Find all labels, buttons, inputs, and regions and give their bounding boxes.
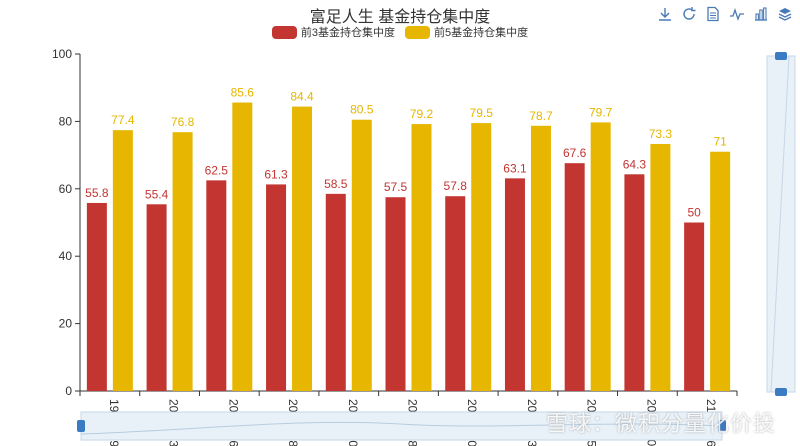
legend-swatch-series-2 — [405, 25, 430, 39]
bar-series-1[interactable] — [206, 180, 227, 391]
data-label-series-2: 80.5 — [350, 103, 374, 117]
data-label-series-2: 76.8 — [171, 115, 195, 129]
legend-label-series-2: 前5基金持仓集中度 — [434, 27, 529, 39]
x-zoom-handle-left[interactable] — [77, 420, 85, 432]
bar-series-1[interactable] — [266, 184, 287, 391]
data-label-series-2: 78.7 — [529, 109, 553, 123]
data-label-series-2: 79.7 — [589, 105, 613, 119]
bar-series-1[interactable] — [86, 202, 107, 391]
data-label-series-2: 73.3 — [649, 127, 673, 141]
data-label-series-1: 61.3 — [264, 167, 288, 181]
data-label-series-1: 62.5 — [205, 163, 229, 177]
line-chart-icon[interactable] — [728, 5, 746, 23]
chart-legend: 前3基金持仓集中度 前5基金持仓集中度 — [0, 24, 800, 40]
data-label-series-1: 50 — [687, 206, 701, 220]
y-tick-label: 20 — [59, 317, 73, 331]
chart-toolbar — [656, 5, 794, 23]
data-label-series-1: 57.8 — [444, 179, 468, 193]
bar-series-2[interactable] — [530, 125, 551, 391]
download-icon[interactable] — [656, 5, 674, 23]
data-label-series-1: 64.3 — [623, 157, 647, 171]
y-tick-label: 100 — [52, 47, 72, 61]
bar-series-2[interactable] — [351, 119, 372, 391]
y-zoom-slider[interactable] — [766, 55, 796, 393]
bar-series-2[interactable] — [292, 106, 313, 392]
data-label-series-2: 77.4 — [111, 113, 135, 127]
bar-series-1[interactable] — [325, 193, 346, 391]
bar-series-2[interactable] — [112, 130, 133, 392]
bar-series-2[interactable] — [232, 102, 253, 391]
data-label-series-1: 67.6 — [563, 146, 587, 160]
data-view-icon[interactable] — [704, 5, 722, 23]
data-label-series-2: 79.5 — [470, 106, 494, 120]
chart-title: 富足人生 基金持仓集中度 — [309, 9, 491, 26]
y-zoom-handle-bottom[interactable] — [775, 388, 787, 396]
refresh-icon[interactable] — [680, 5, 698, 23]
legend-item-series-1[interactable]: 前3基金持仓集中度 — [271, 24, 395, 40]
y-tick-label: 60 — [59, 182, 73, 196]
bar-series-1[interactable] — [504, 178, 525, 391]
data-label-series-1: 63.1 — [503, 161, 527, 175]
bar-series-1[interactable] — [445, 196, 466, 391]
bar-series-1[interactable] — [564, 163, 585, 391]
y-zoom-preview — [770, 55, 790, 393]
legend-swatch-series-1 — [271, 25, 297, 39]
y-tick-label: 80 — [59, 114, 73, 128]
data-label-series-2: 71 — [713, 135, 727, 149]
data-label-series-1: 55.8 — [85, 186, 109, 200]
data-label-series-2: 84.4 — [290, 90, 314, 104]
data-label-series-1: 55.4 — [145, 187, 169, 201]
y-zoom-handle-top[interactable] — [775, 52, 787, 60]
data-label-series-1: 57.5 — [384, 180, 408, 194]
bar-series-2[interactable] — [411, 124, 432, 391]
bar-series-1[interactable] — [385, 197, 406, 391]
bar-series-2[interactable] — [471, 123, 492, 392]
x-zoom-preview — [80, 421, 723, 435]
y-tick-label: 0 — [65, 384, 72, 398]
legend-item-series-2[interactable]: 前5基金持仓集中度 — [405, 24, 528, 40]
data-label-series-2: 79.2 — [410, 107, 434, 121]
bar-series-1[interactable] — [624, 174, 645, 391]
data-label-series-1: 58.5 — [324, 177, 348, 191]
bar-series-2[interactable] — [710, 151, 731, 391]
y-tick-label: 40 — [59, 249, 73, 263]
x-zoom-handle-right[interactable] — [718, 420, 726, 432]
bar-chart-icon[interactable] — [752, 5, 770, 23]
data-label-series-2: 85.6 — [231, 86, 255, 100]
legend-label-series-1: 前3基金持仓集中度 — [300, 27, 395, 39]
stack-icon[interactable] — [776, 5, 794, 23]
bar-series-1[interactable] — [684, 222, 705, 392]
bar-series-2[interactable] — [650, 143, 671, 391]
watermark: 雪球：微积分量化价投 — [545, 411, 776, 436]
bar-series-1[interactable] — [146, 204, 167, 391]
bar-series-2[interactable] — [590, 122, 611, 391]
bar-series-2[interactable] — [172, 132, 193, 391]
